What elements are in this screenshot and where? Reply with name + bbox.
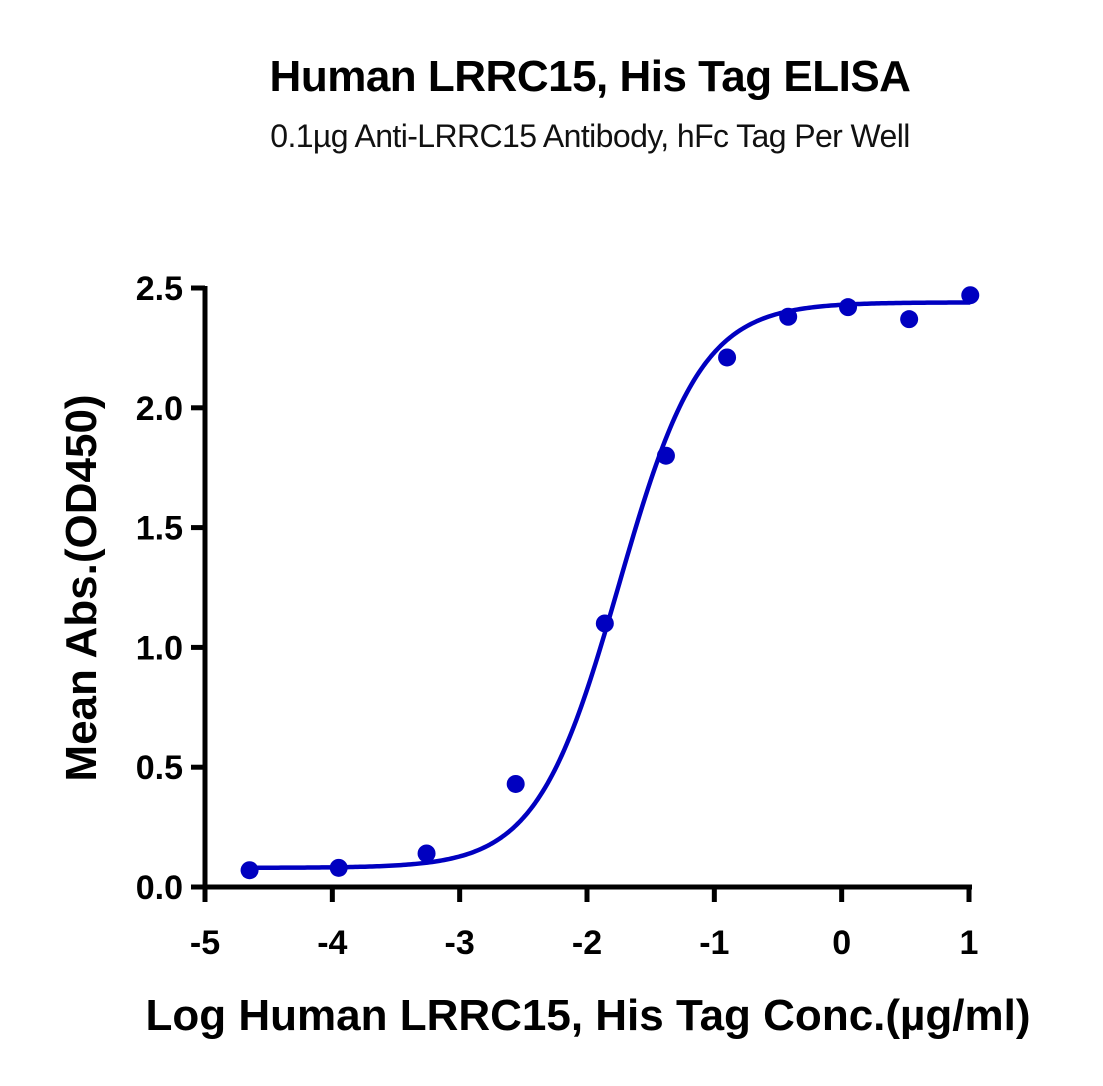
data-point (506, 774, 525, 793)
data-point (839, 298, 858, 317)
x-tick-label: -3 (445, 924, 475, 962)
fit-curve (249, 300, 971, 871)
y-tick-label: 0.0 (136, 869, 183, 907)
fit-curve-path (249, 300, 971, 871)
y-tick-label: 0.5 (136, 749, 183, 787)
data-point (656, 446, 675, 465)
data-point (595, 614, 614, 633)
chart-title: Human LRRC15, His Tag ELISA (269, 52, 911, 101)
x-tick-label: -4 (317, 924, 347, 962)
data-point (240, 861, 259, 880)
x-tick-label: 1 (960, 924, 979, 962)
data-point (961, 286, 980, 305)
x-axis-title: Log Human LRRC15, His Tag Conc.(µg/ml) (145, 991, 1030, 1040)
y-tick-label: 1.5 (136, 510, 183, 548)
y-tick-label: 2.5 (136, 270, 183, 308)
data-point (900, 310, 919, 329)
x-tick-label: 0 (832, 924, 851, 962)
data-point (718, 348, 737, 367)
data-point (329, 858, 348, 877)
data-points (240, 286, 980, 880)
y-tick-label: 1.0 (136, 629, 183, 667)
data-point (417, 844, 436, 863)
y-axis-title: Mean Abs.(OD450) (57, 394, 106, 781)
x-tick-label: -1 (699, 924, 729, 962)
axes: 0.0 0.5 1.0 1.5 2.0 2.5 -5 -4 -3 -2 -1 0 1 (136, 270, 979, 962)
x-tick-label: -2 (572, 924, 602, 962)
chart-subtitle: 0.1µg Anti-LRRC15 Antibody, hFc Tag Per … (270, 118, 910, 154)
data-point (779, 307, 798, 326)
y-tick-label: 2.0 (136, 390, 183, 428)
x-tick-label: -5 (190, 924, 220, 962)
